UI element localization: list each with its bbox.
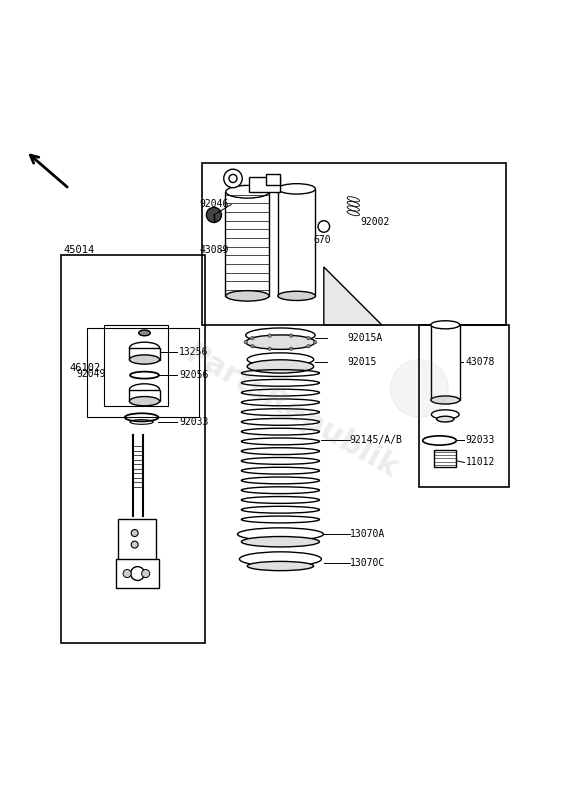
Text: 92049: 92049 <box>77 369 106 379</box>
Bar <box>130 348 159 359</box>
Ellipse shape <box>437 416 454 422</box>
Circle shape <box>131 530 138 537</box>
Circle shape <box>290 334 293 338</box>
Ellipse shape <box>241 537 319 547</box>
Ellipse shape <box>431 396 460 404</box>
Text: 92033: 92033 <box>465 435 495 446</box>
Bar <box>225 192 269 296</box>
Ellipse shape <box>130 342 159 354</box>
Ellipse shape <box>247 353 314 366</box>
Circle shape <box>244 341 248 344</box>
Bar <box>116 559 159 588</box>
Circle shape <box>307 336 310 340</box>
Circle shape <box>268 347 272 350</box>
Text: 13070C: 13070C <box>350 558 385 568</box>
Ellipse shape <box>432 410 459 419</box>
Circle shape <box>268 334 272 338</box>
Bar <box>130 390 159 401</box>
Circle shape <box>290 347 293 350</box>
Bar <box>119 518 156 562</box>
Bar <box>419 325 509 486</box>
Text: PartsRepublik: PartsRepublik <box>180 339 404 484</box>
Ellipse shape <box>238 528 324 541</box>
Polygon shape <box>324 267 382 325</box>
Text: 92033: 92033 <box>179 417 208 427</box>
Text: 92015A: 92015A <box>347 333 382 343</box>
Bar <box>434 450 456 466</box>
Ellipse shape <box>246 328 315 342</box>
Ellipse shape <box>224 170 242 188</box>
Circle shape <box>131 566 144 581</box>
Ellipse shape <box>347 210 360 216</box>
Bar <box>86 328 200 418</box>
Ellipse shape <box>130 397 159 406</box>
Ellipse shape <box>246 335 315 350</box>
Text: 43078: 43078 <box>465 358 495 367</box>
Circle shape <box>251 336 254 340</box>
Text: 11012: 11012 <box>465 458 495 467</box>
Ellipse shape <box>247 360 314 373</box>
Ellipse shape <box>139 330 150 336</box>
Text: 92056: 92056 <box>179 370 208 380</box>
Circle shape <box>390 359 448 418</box>
Text: 13070A: 13070A <box>350 529 385 539</box>
Bar <box>249 178 280 192</box>
Text: 13256: 13256 <box>179 347 208 357</box>
Bar <box>61 255 205 643</box>
Text: 43089: 43089 <box>200 245 229 254</box>
Text: 670: 670 <box>314 235 331 246</box>
Circle shape <box>123 570 131 578</box>
Ellipse shape <box>247 562 314 570</box>
Ellipse shape <box>278 291 315 301</box>
Ellipse shape <box>347 206 360 211</box>
Ellipse shape <box>229 174 237 182</box>
Circle shape <box>251 345 254 348</box>
Circle shape <box>141 570 150 578</box>
Circle shape <box>131 541 138 548</box>
Text: 46102: 46102 <box>69 363 100 373</box>
Ellipse shape <box>130 355 159 364</box>
Bar <box>431 325 460 400</box>
Text: 92046: 92046 <box>200 199 229 210</box>
Text: 92015: 92015 <box>347 358 376 367</box>
Ellipse shape <box>239 552 321 566</box>
Text: 92145/A/B: 92145/A/B <box>350 435 403 446</box>
Circle shape <box>307 345 310 348</box>
Ellipse shape <box>278 184 315 194</box>
Text: 45014: 45014 <box>64 245 95 254</box>
Circle shape <box>318 221 329 232</box>
Ellipse shape <box>226 290 269 301</box>
Ellipse shape <box>431 321 460 329</box>
Ellipse shape <box>347 197 360 202</box>
Text: 92002: 92002 <box>360 217 390 227</box>
Ellipse shape <box>347 202 360 206</box>
Ellipse shape <box>226 186 269 198</box>
Bar <box>277 189 315 296</box>
Bar <box>202 163 506 325</box>
Circle shape <box>206 207 221 222</box>
Bar <box>266 174 280 185</box>
Circle shape <box>314 341 317 344</box>
Ellipse shape <box>130 384 159 395</box>
Bar <box>104 325 168 406</box>
